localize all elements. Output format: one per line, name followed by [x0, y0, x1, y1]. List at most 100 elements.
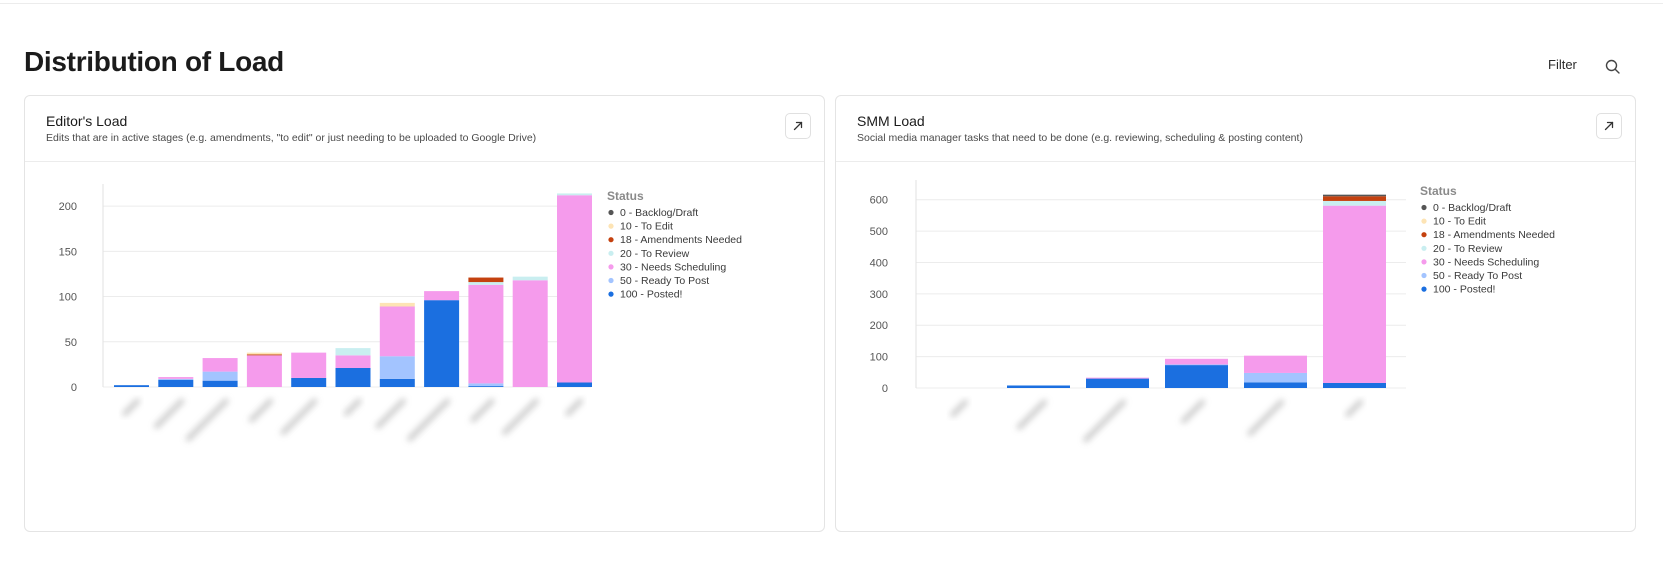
bar-stack[interactable] [202, 358, 238, 387]
bar-segment[interactable] [379, 302, 415, 307]
bar-segment[interactable] [158, 378, 194, 380]
legend-item[interactable]: 50 - Ready To Post [608, 275, 709, 287]
legend-swatch [608, 237, 614, 243]
bar-stack[interactable] [158, 377, 194, 387]
bar-segment[interactable] [379, 306, 415, 357]
legend-item[interactable]: 100 - Posted! [608, 289, 682, 301]
legend-swatch [1421, 272, 1427, 279]
bar-segment[interactable] [1323, 382, 1386, 388]
bar-stack[interactable] [335, 348, 371, 387]
bar-segment[interactable] [424, 300, 460, 387]
smm-load-chart: 0 100 200 300 400 500 600 Status 0 - Backlog/Dra… [870, 180, 1555, 443]
legend-label: 0 - Backlog/Draft [1433, 202, 1511, 214]
bar-segment[interactable] [1323, 200, 1386, 206]
bar-segment[interactable] [158, 379, 194, 387]
legend-swatch [608, 291, 614, 297]
bar-segment[interactable] [1007, 385, 1070, 388]
bar-segment[interactable] [468, 386, 504, 387]
x-tick-label-blurred [1083, 399, 1126, 443]
bar-segment[interactable] [335, 348, 371, 356]
bar-segment[interactable] [1165, 365, 1228, 388]
bar-segment[interactable] [335, 355, 371, 369]
bar-stack[interactable] [512, 276, 548, 387]
bar-stack[interactable] [246, 352, 282, 387]
bar-segment[interactable] [1086, 377, 1149, 379]
search-button[interactable] [1603, 57, 1623, 77]
filter-button[interactable]: Filter [1548, 57, 1577, 72]
bar-segment[interactable] [202, 358, 238, 372]
legend-item[interactable]: 50 - Ready To Post [1421, 270, 1522, 282]
x-tick-label-blurred [407, 398, 451, 442]
bar-segment[interactable] [557, 195, 592, 383]
x-tick-label-blurred [1247, 399, 1284, 436]
bar-segment[interactable] [1086, 378, 1149, 388]
bar-stack[interactable] [379, 302, 415, 387]
legend-item[interactable]: 30 - Needs Scheduling [608, 261, 726, 273]
y-tick-label: 50 [65, 337, 77, 349]
bar-segment[interactable] [512, 276, 548, 281]
legend-item[interactable]: 18 - Amendments Needed [608, 234, 742, 246]
bar-segment[interactable] [114, 385, 149, 387]
legend-label: 100 - Posted! [620, 289, 682, 301]
bar-segment[interactable] [468, 282, 504, 285]
bar-stack[interactable] [291, 352, 327, 387]
bar-segment[interactable] [468, 277, 504, 283]
bar-segment[interactable] [246, 352, 282, 355]
y-tick-label: 300 [870, 289, 888, 301]
legend-label: 50 - Ready To Post [1433, 270, 1522, 282]
y-tick-label: 150 [59, 246, 77, 258]
bar-stack[interactable] [1086, 377, 1149, 388]
bar-stack[interactable] [468, 277, 504, 387]
expand-button[interactable] [785, 113, 811, 139]
legend-label: 30 - Needs Scheduling [620, 261, 726, 273]
legend-swatch [1421, 218, 1427, 224]
bar-segment[interactable] [1165, 364, 1228, 366]
bar-stack[interactable] [424, 291, 460, 387]
legend-item[interactable]: 0 - Backlog/Draft [1421, 202, 1511, 214]
bar-segment[interactable] [1244, 382, 1307, 388]
card-description: Edits that are in active stages (e.g. am… [46, 132, 537, 144]
bar-segment[interactable] [246, 355, 282, 387]
bar-segment[interactable] [1244, 372, 1307, 383]
bar-segment[interactable] [379, 378, 415, 387]
bar-stack[interactable] [1007, 385, 1070, 388]
bar-segment[interactable] [557, 193, 592, 196]
search-icon [1605, 59, 1620, 74]
bar-segment[interactable] [246, 354, 282, 356]
bar-segment[interactable] [202, 371, 238, 381]
legend-item[interactable]: 10 - To Edit [1421, 216, 1486, 228]
bar-segment[interactable] [1165, 358, 1228, 365]
legend-item[interactable]: 20 - To Review [1421, 243, 1503, 255]
bar-segment[interactable] [1323, 194, 1386, 197]
legend-item[interactable]: 10 - To Edit [608, 221, 673, 233]
bar-stack[interactable] [114, 385, 149, 387]
editors-load-chart: 0 50 100 150 200 Status 0 - Backlog/Draft 10 - … [59, 184, 742, 442]
bar-segment[interactable] [335, 368, 371, 387]
bar-segment[interactable] [1244, 355, 1307, 373]
bar-segment[interactable] [1323, 205, 1386, 383]
bar-segment[interactable] [468, 383, 504, 387]
legend-item[interactable]: 0 - Backlog/Draft [608, 207, 698, 219]
legend-item[interactable]: 18 - Amendments Needed [1421, 229, 1555, 241]
bar-segment[interactable] [291, 377, 327, 387]
bar-stack[interactable] [1244, 355, 1307, 388]
bar-segment[interactable] [158, 377, 194, 379]
legend-item[interactable]: 20 - To Review [608, 248, 690, 260]
bar-segment[interactable] [291, 352, 327, 378]
bar-segment[interactable] [1323, 196, 1386, 201]
bar-segment[interactable] [202, 380, 238, 387]
bar-stack[interactable] [1323, 194, 1386, 388]
legend-swatch [608, 277, 614, 284]
bar-stack[interactable] [1165, 358, 1228, 388]
legend-item[interactable]: 30 - Needs Scheduling [1421, 256, 1539, 268]
expand-button[interactable] [1596, 113, 1622, 139]
legend-item[interactable]: 100 - Posted! [1421, 284, 1495, 296]
bar-segment[interactable] [424, 291, 460, 301]
bar-segment[interactable] [379, 356, 415, 379]
bar-segment[interactable] [468, 284, 504, 384]
bar-stack[interactable] [557, 193, 592, 387]
bar-segment[interactable] [512, 280, 548, 387]
bar-segment[interactable] [557, 382, 592, 387]
x-tick-label-blurred [1181, 399, 1205, 424]
card-header: Editor's Load Edits that are in active s… [25, 96, 824, 162]
